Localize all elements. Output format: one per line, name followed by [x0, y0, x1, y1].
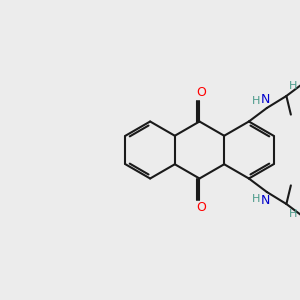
Text: H: H [289, 209, 297, 219]
Text: H: H [252, 194, 261, 204]
Text: H: H [252, 96, 261, 106]
Text: N: N [261, 93, 270, 106]
Text: N: N [261, 194, 270, 207]
Text: O: O [196, 201, 206, 214]
Text: O: O [196, 86, 206, 99]
Text: H: H [289, 81, 297, 91]
